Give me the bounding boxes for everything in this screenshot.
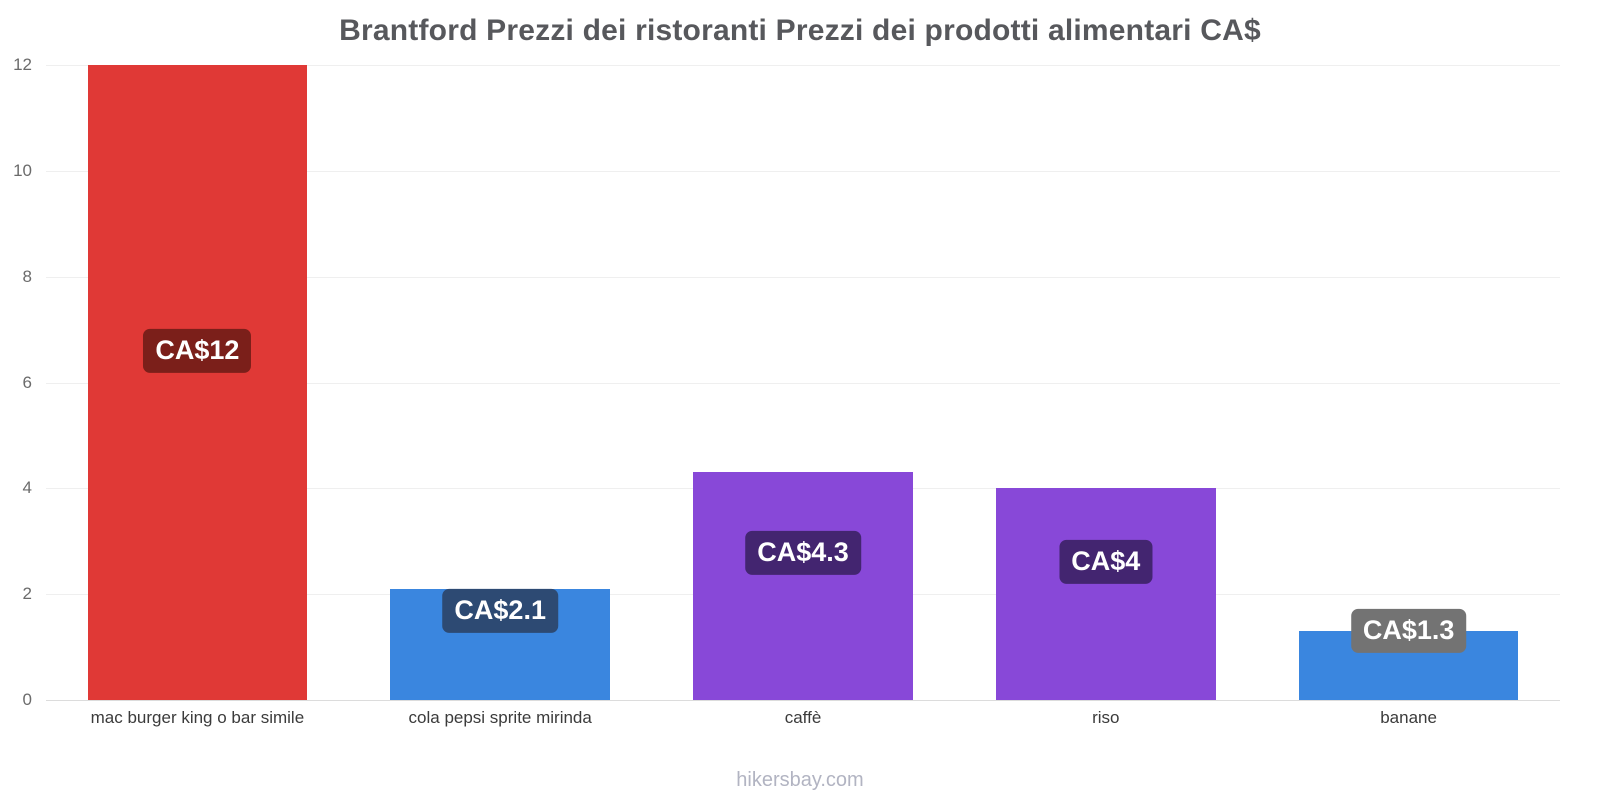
bar-value-label: CA$1.3	[1350, 609, 1467, 654]
gridline	[46, 65, 1560, 66]
bar-value-label: CA$12	[143, 328, 252, 373]
gridline	[46, 170, 1560, 172]
y-tick-label: 12	[13, 55, 32, 74]
y-tick-label: 0	[22, 690, 32, 709]
y-axis: 0 2 4 6 8 10 12	[0, 55, 38, 709]
y-tick-label: 4	[22, 478, 32, 498]
bar	[693, 472, 913, 700]
y-tick-label: 10	[13, 160, 32, 180]
x-axis: mac burger king o bar simile cola pepsi s…	[46, 708, 1560, 738]
gridline	[46, 276, 1560, 278]
category-label: caffè	[784, 708, 822, 727]
bar	[996, 488, 1216, 700]
plot-area: CA$12 CA$2.1 CA$4.3 CA$4 CA$1.3	[46, 65, 1560, 701]
bar	[87, 65, 308, 700]
y-tick-label: 8	[22, 266, 32, 286]
chart-title: Brantford Prezzi dei ristoranti Prezzi d…	[339, 14, 1261, 47]
gridline	[46, 382, 1560, 384]
bar-value-label: CA$4	[1059, 540, 1153, 584]
watermark: hikersbay.com	[736, 769, 864, 791]
y-tick-label: 2	[22, 584, 32, 604]
y-tick-label: 6	[22, 372, 32, 392]
bar-value-label: CA$4.3	[745, 531, 861, 575]
category-label: banane	[1380, 708, 1437, 727]
category-label: riso	[1092, 708, 1120, 727]
bar-value-label: CA$2.1	[442, 589, 558, 633]
category-label: cola pepsi sprite mirinda	[408, 708, 592, 727]
category-label: mac burger king o bar simile	[90, 708, 305, 727]
